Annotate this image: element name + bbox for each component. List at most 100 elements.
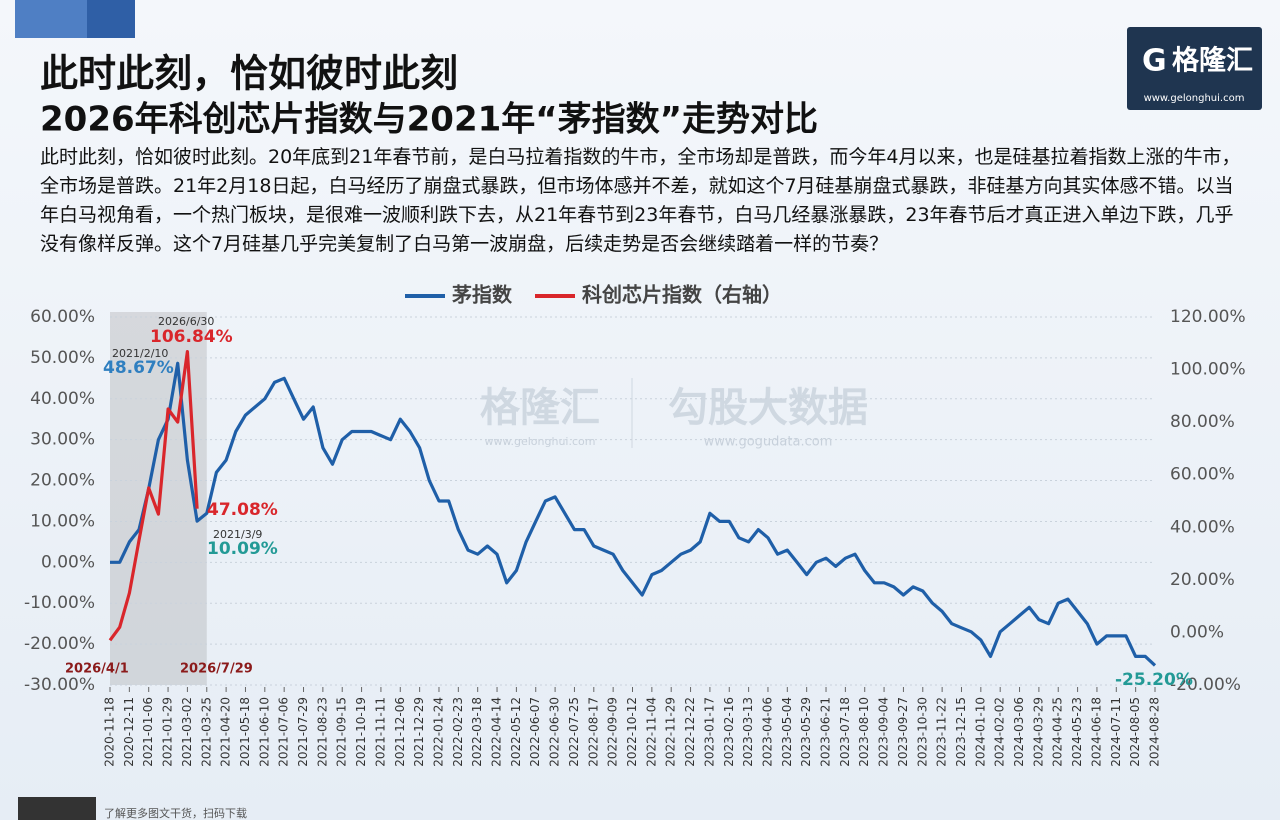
x-tick-label: 2023-09-27 <box>896 697 910 767</box>
y-tick-label: 20.00% <box>30 471 95 491</box>
x-tick-label: 2022-10-12 <box>625 697 639 767</box>
x-tick-label: 2024-05-23 <box>1070 697 1084 767</box>
logo-mark: G <box>1142 44 1167 79</box>
x-tick-label: 2023-10-30 <box>915 697 929 767</box>
annotation: 2026/4/1 <box>65 662 129 677</box>
annotation: 2021/2/10 <box>112 347 168 360</box>
x-tick-label: 2023-12-15 <box>954 697 968 767</box>
x-tick-label: 2023-05-04 <box>780 697 794 767</box>
y2-tick-label: 60.00% <box>1170 465 1235 485</box>
data-label: 48.67% <box>103 358 174 378</box>
description: 此时此刻，恰如彼时此刻。20年底到21年春节前，是白马拉着指数的牛市，全市场却是… <box>40 146 1241 255</box>
x-tick-label: 2022-11-29 <box>664 697 678 767</box>
legend-label: 茅指数 <box>452 283 513 307</box>
x-tick-label: 2021-10-19 <box>354 697 368 767</box>
x-tick-label: 2022-07-25 <box>567 697 581 767</box>
x-tick-label: 2022-03-18 <box>470 697 484 767</box>
x-tick-label: 2021-01-29 <box>161 697 175 767</box>
y2-tick-label: 80.00% <box>1170 412 1235 432</box>
x-tick-label: 2022-11-04 <box>644 697 658 767</box>
x-tick-label: 2023-11-22 <box>935 697 949 767</box>
y2-tick-label: 0.00% <box>1170 622 1224 642</box>
y-tick-label: 0.00% <box>41 552 95 572</box>
x-tick-label: 2021-09-15 <box>335 697 349 767</box>
annotation: 2021/3/9 <box>213 528 262 541</box>
watermark: www.gelonghui.com <box>485 435 596 448</box>
series-line <box>108 350 199 642</box>
x-tick-label: 2020-11-18 <box>103 697 117 767</box>
x-tick-label: 2023-08-10 <box>857 697 871 767</box>
logo-name: 格隆汇 <box>1172 46 1253 77</box>
x-tick-label: 2023-03-13 <box>741 697 755 767</box>
y2-tick-label: 20.00% <box>1170 570 1235 590</box>
y2-tick-label: -20.00% <box>1170 675 1241 695</box>
x-tick-label: 2021-06-10 <box>257 697 271 767</box>
series-line <box>110 361 1157 667</box>
x-tick-label: 2022-08-17 <box>586 697 600 767</box>
y-tick-label: -30.00% <box>24 675 95 695</box>
y-tick-label: -10.00% <box>24 593 95 613</box>
y-tick-label: 30.00% <box>30 430 95 450</box>
x-tick-label: 2023-05-29 <box>799 697 813 767</box>
x-tick-label: 2024-08-05 <box>1128 697 1142 767</box>
logo <box>1127 27 1262 110</box>
x-tick-label: 2024-06-18 <box>1089 697 1103 767</box>
x-tick-label: 2021-08-23 <box>315 697 329 767</box>
y-tick-label: 40.00% <box>30 389 95 409</box>
x-tick-label: 2022-01-24 <box>431 697 445 767</box>
chart-subtitle: 2026年科创芯片指数与2021年“茅指数”走势对比 <box>40 100 818 140</box>
x-tick-label: 2021-11-11 <box>373 697 387 767</box>
qr-code <box>18 797 96 820</box>
x-tick-label: 2021-04-20 <box>219 697 233 767</box>
y-tick-label: 10.00% <box>30 511 95 531</box>
annotation: 2026/6/30 <box>158 315 214 328</box>
x-tick-label: 2024-03-06 <box>1012 697 1026 767</box>
x-tick-label: 2022-12-22 <box>683 697 697 767</box>
x-tick-label: 2024-04-25 <box>1051 697 1065 767</box>
x-tick-label: 2024-08-28 <box>1148 697 1162 767</box>
x-tick-label: 2021-12-06 <box>393 697 407 767</box>
annotation: 2026/7/29 <box>180 662 253 677</box>
x-tick-label: 2023-01-17 <box>702 697 716 767</box>
logo-url: www.gelonghui.com <box>1144 93 1245 104</box>
legend-label: 科创芯片指数（右轴） <box>582 283 782 307</box>
x-tick-label: 2021-03-25 <box>199 697 213 767</box>
chart-title: 此时此刻，恰如彼时此刻 <box>40 52 458 96</box>
watermark: www.gogudata.com <box>704 435 833 450</box>
data-label: 106.84% <box>150 327 233 347</box>
x-tick-label: 2021-07-06 <box>277 697 291 767</box>
data-label: 47.08% <box>207 500 278 520</box>
x-tick-label: 2023-04-06 <box>760 697 774 767</box>
data-label: 10.09% <box>207 539 278 559</box>
x-tick-label: 2021-03-02 <box>180 697 194 767</box>
x-tick-label: 2022-09-09 <box>606 697 620 767</box>
x-tick-label: 2022-06-07 <box>528 697 542 767</box>
y2-tick-label: 120.00% <box>1170 307 1246 327</box>
y-tick-label: -20.00% <box>24 634 95 654</box>
footer: 了解更多图文干货，扫码下载 <box>104 806 247 820</box>
y-tick-label: 60.00% <box>30 307 95 327</box>
x-tick-label: 2023-02-16 <box>722 697 736 767</box>
y2-tick-label: 40.00% <box>1170 517 1235 537</box>
watermark: 勾股大数据 <box>668 385 868 431</box>
x-tick-label: 2023-07-18 <box>838 697 852 767</box>
watermark: 格隆汇 <box>480 385 600 431</box>
x-tick-label: 2024-02-02 <box>993 697 1007 767</box>
x-tick-label: 2024-03-29 <box>1031 697 1045 767</box>
x-tick-label: 2022-06-30 <box>548 697 562 767</box>
x-tick-label: 2022-04-14 <box>490 697 504 767</box>
x-tick-label: 2021-12-29 <box>412 697 426 767</box>
x-tick-label: 2020-12-11 <box>122 697 136 767</box>
y-tick-label: 50.00% <box>30 348 95 368</box>
x-tick-label: 2022-02-23 <box>451 697 465 767</box>
x-tick-label: 2021-05-18 <box>238 697 252 767</box>
x-tick-label: 2021-07-29 <box>296 697 310 767</box>
x-tick-label: 2024-07-11 <box>1109 697 1123 767</box>
x-tick-label: 2024-01-10 <box>973 697 987 767</box>
x-tick-label: 2023-09-04 <box>877 697 891 767</box>
x-tick-label: 2023-06-21 <box>819 697 833 767</box>
data-label: -25.20% <box>1115 670 1193 690</box>
y2-tick-label: 100.00% <box>1170 360 1246 380</box>
